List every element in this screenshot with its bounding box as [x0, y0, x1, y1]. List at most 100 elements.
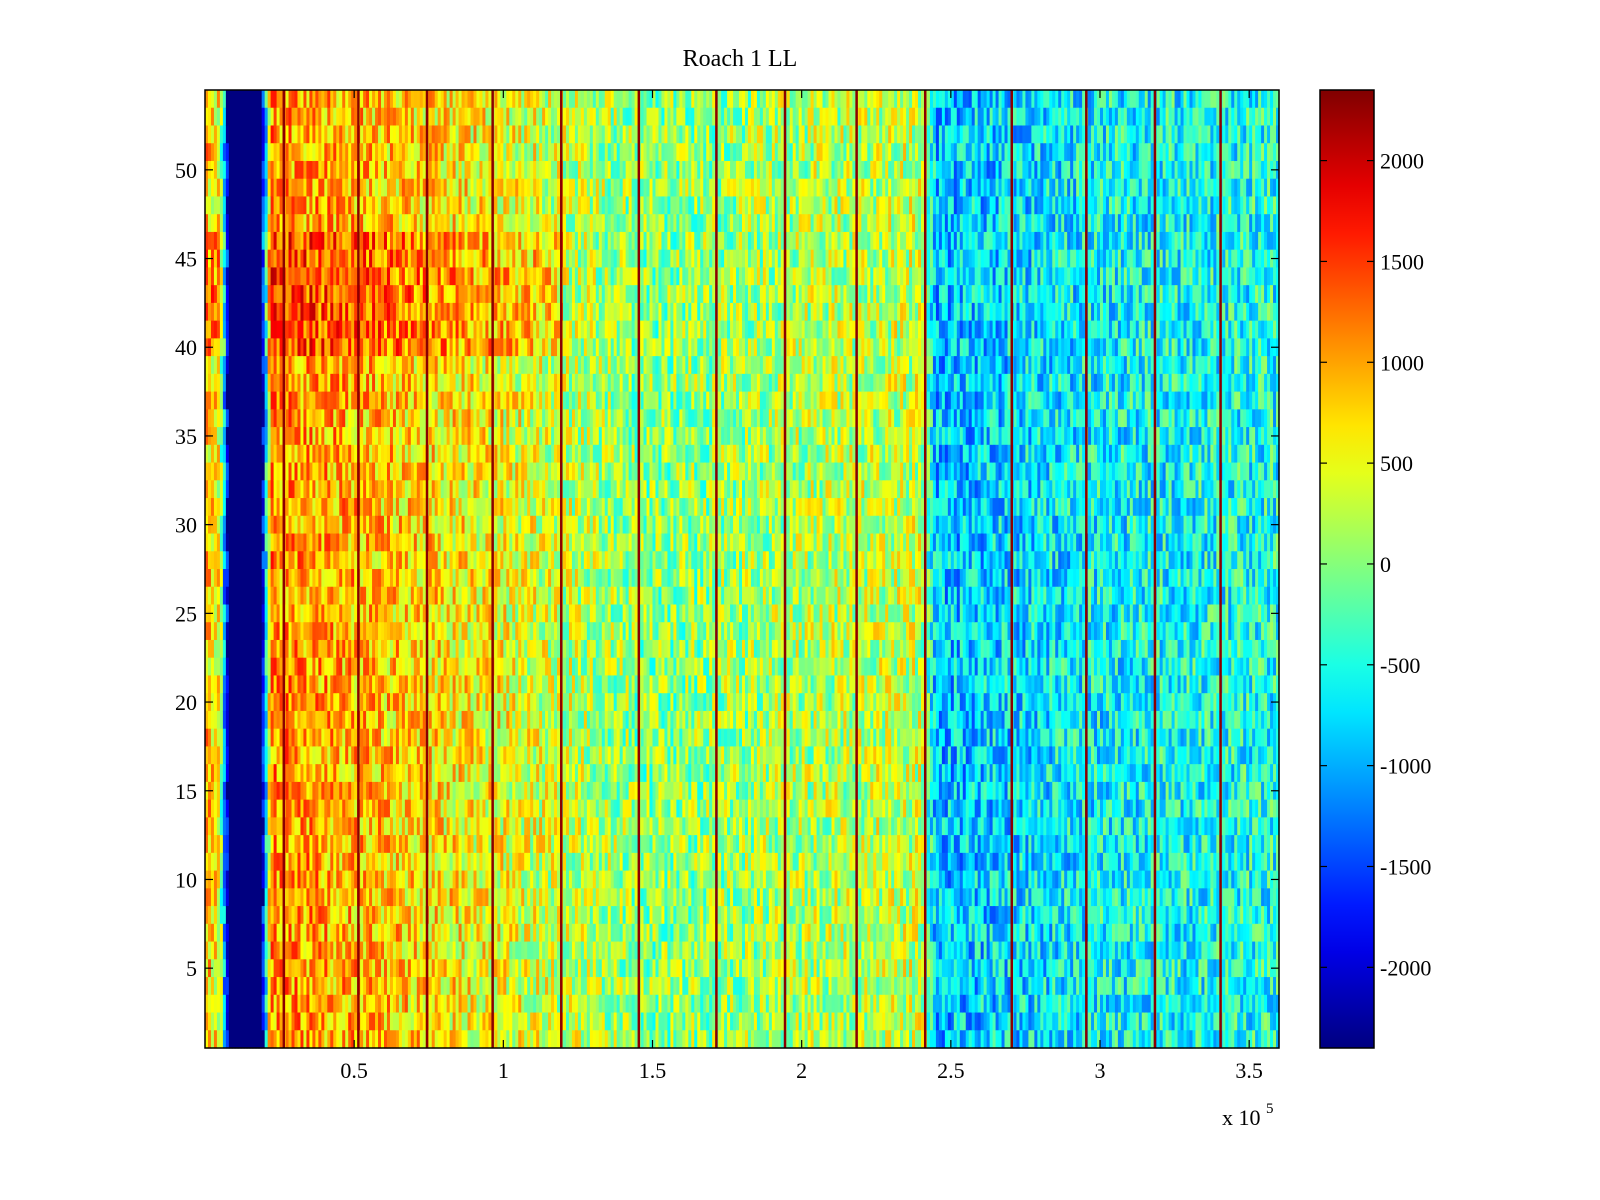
heatmap-cell [437, 515, 442, 535]
heatmap-cell [434, 888, 439, 907]
heatmap-cell [306, 994, 311, 1014]
heatmap-cell [476, 622, 481, 641]
heatmap-cell [267, 480, 272, 499]
heatmap-cell [422, 178, 427, 198]
heatmap-cell [219, 852, 224, 872]
heatmap-cell [470, 551, 475, 570]
heatmap-cell [249, 90, 254, 109]
heatmap-cell [410, 622, 415, 641]
heatmap-cell [327, 923, 331, 943]
heatmap-cell [279, 249, 284, 269]
heatmap-cell [279, 320, 284, 339]
heatmap-cell [205, 267, 209, 286]
heatmap-cell [255, 462, 260, 481]
heatmap-cell [452, 852, 457, 872]
heatmap-cell [279, 639, 284, 659]
heatmap-cell [476, 977, 481, 996]
heatmap-cell [240, 994, 245, 1014]
heatmap-cell [297, 817, 302, 836]
heatmap-cell [378, 462, 382, 481]
heatmap-cell [303, 409, 308, 428]
heatmap-cell [207, 852, 212, 872]
heatmap-cell [398, 675, 403, 694]
heatmap-cell [279, 1030, 284, 1049]
heatmap-cell [330, 409, 334, 428]
heatmap-cell [339, 870, 343, 889]
heatmap-cell [330, 533, 334, 552]
heatmap-cell [461, 710, 466, 730]
heatmap-cell [207, 178, 212, 198]
heatmap-cell [464, 675, 469, 694]
heatmap-cell [309, 285, 313, 304]
heatmap-cell [422, 959, 427, 978]
heatmap-cell [416, 231, 421, 251]
heatmap-cell [366, 373, 370, 393]
heatmap-cell [318, 427, 322, 446]
heatmap-cell [225, 214, 230, 233]
heatmap-cell [288, 764, 293, 783]
heatmap-cell [342, 143, 346, 162]
heatmap-cell [246, 693, 251, 712]
heatmap-cell [470, 160, 475, 180]
heatmap-cell [228, 586, 233, 606]
heatmap-cell [240, 852, 245, 872]
heatmap-cell [333, 107, 337, 127]
heatmap-cell [213, 196, 218, 215]
heatmap-cell [261, 90, 266, 109]
heatmap-cell [279, 870, 284, 889]
heatmap-cell [345, 214, 349, 233]
heatmap-cell [219, 480, 224, 499]
heatmap-cell [258, 888, 263, 907]
heatmap-cell [446, 160, 451, 180]
heatmap-cell [461, 639, 466, 659]
heatmap-cell [419, 267, 424, 286]
heatmap-cell [449, 622, 454, 641]
heatmap-cell [300, 320, 305, 339]
heatmap-cell [237, 799, 242, 818]
heatmap-cell [249, 799, 254, 818]
heatmap-cell [464, 249, 469, 269]
heatmap-cell [345, 977, 349, 996]
heatmap-cell [258, 143, 263, 162]
heatmap-cell [309, 533, 313, 552]
heatmap-cell [458, 710, 463, 730]
heatmap-cell [434, 90, 439, 109]
heatmap-cell [291, 267, 296, 286]
heatmap-cell [336, 320, 340, 339]
heatmap-cell [467, 959, 472, 978]
heatmap-cell [327, 125, 331, 144]
heatmap-cell [246, 90, 251, 109]
heatmap-cell [378, 639, 382, 659]
heatmap-cell [285, 781, 290, 801]
heatmap-cell [410, 551, 415, 570]
heatmap-cell [309, 994, 313, 1014]
heatmap-cell [422, 852, 427, 872]
heatmap-cell [422, 781, 427, 801]
heatmap-cell [410, 639, 415, 659]
heatmap-cell [363, 533, 367, 552]
heatmap-cell [327, 675, 331, 694]
heatmap-cell [398, 906, 403, 925]
heatmap-cell [410, 444, 415, 464]
heatmap-cell [228, 143, 233, 162]
heatmap-cell [413, 302, 418, 322]
heatmap-cell [267, 675, 272, 694]
heatmap-cell [476, 746, 481, 765]
heatmap-cell [398, 888, 403, 907]
heatmap-cell [240, 835, 245, 854]
heatmap-cell [243, 533, 248, 552]
heatmap-cell [207, 977, 212, 996]
heatmap-cell [276, 693, 281, 712]
heatmap-cell [240, 302, 245, 322]
heatmap-cell [273, 551, 278, 570]
heatmap-cell [363, 870, 367, 889]
heatmap-cell [222, 427, 227, 446]
heatmap-cell [216, 906, 221, 925]
heatmap-cell [342, 728, 346, 748]
heatmap-cell [243, 302, 248, 322]
heatmap-cell [473, 799, 478, 818]
heatmap-cell [395, 746, 400, 765]
heatmap-cell [369, 196, 373, 215]
heatmap-cell [333, 799, 337, 818]
heatmap-cell [384, 160, 388, 180]
